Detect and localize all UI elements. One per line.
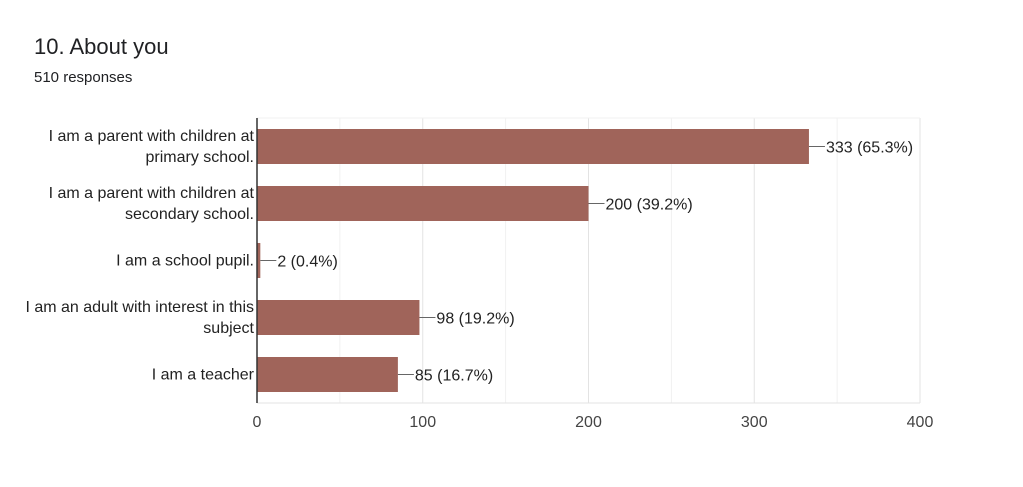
- question-title: 10. About you: [34, 34, 169, 59]
- x-tick-label: 300: [741, 414, 768, 431]
- x-tick-label: 100: [409, 414, 436, 431]
- category-label: I am a parent with children at: [49, 128, 255, 145]
- category-label: I am a parent with children at: [49, 185, 255, 202]
- bar: [257, 300, 420, 335]
- category-label: I am a teacher: [152, 367, 255, 384]
- response-count: 510 responses: [34, 69, 133, 86]
- bar: [257, 129, 809, 164]
- category-label: I am an adult with interest in this: [25, 299, 254, 316]
- data-label: 333 (65.3%): [826, 140, 913, 157]
- x-tick-label: 0: [253, 414, 262, 431]
- data-label: 2 (0.4%): [277, 254, 337, 271]
- category-label: primary school.: [146, 149, 254, 166]
- bar: [257, 357, 398, 392]
- bar: [257, 186, 589, 221]
- data-label: 85 (16.7%): [415, 368, 493, 385]
- data-label: 200 (39.2%): [606, 197, 693, 214]
- category-label: I am a school pupil.: [116, 253, 254, 270]
- bar: [257, 243, 261, 278]
- data-label: 98 (19.2%): [436, 311, 514, 328]
- x-tick-label: 200: [575, 414, 602, 431]
- x-tick-label: 400: [907, 414, 934, 431]
- category-label: secondary school.: [125, 206, 254, 223]
- category-label: subject: [203, 320, 254, 337]
